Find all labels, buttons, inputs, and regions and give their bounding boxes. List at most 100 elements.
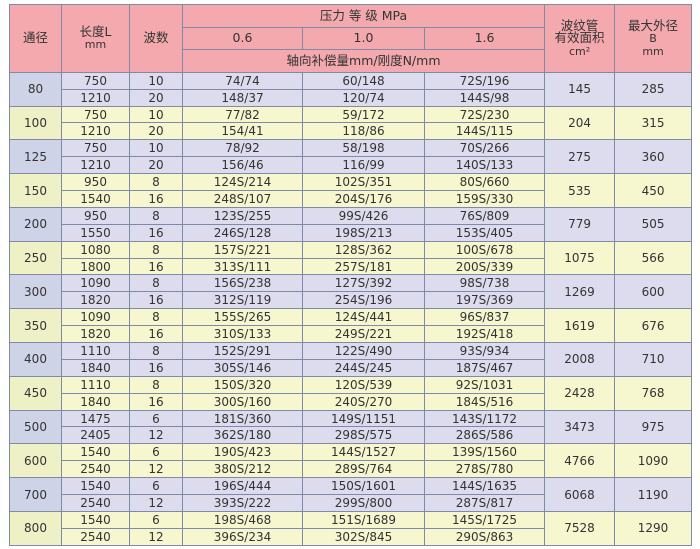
p16-cell: 287S/817 — [423, 494, 546, 512]
p10-cell: 144S/1527 — [302, 443, 425, 462]
p10-cell: 240S/270 — [302, 392, 425, 411]
length-cell: 2405 — [61, 426, 130, 445]
p06-cell: 152S/291 — [182, 342, 303, 360]
table-row: 100 750 10 77/82 59/172 72S/230 204 315 — [9, 105, 693, 141]
dn-cell: 300 — [9, 274, 62, 310]
table-row: 1210 20 156/46 116/99 140S/133 — [10, 156, 692, 175]
length-cell: 1840 — [61, 358, 130, 377]
area-cell: 2428 — [544, 375, 616, 411]
table-row: 1210 20 148/37 120/74 144S/98 — [10, 88, 692, 107]
table-row: 2540 12 396S/234 302S/845 290S/863 — [10, 527, 692, 546]
p10-cell: 150S/1601 — [302, 477, 425, 496]
waves-cell: 10 — [129, 71, 183, 90]
p06-cell: 246S/128 — [182, 223, 303, 242]
dn-cell: 600 — [9, 443, 62, 479]
col-od-unit: mm — [642, 44, 664, 58]
p16-cell: 200S/339 — [423, 257, 546, 276]
p16-cell: 197S/369 — [423, 291, 546, 310]
p06-cell: 393S/222 — [182, 494, 303, 512]
p16-cell: 145S/1725 — [423, 510, 546, 529]
table-row: 1210 20 154/41 118/86 144S/115 — [10, 122, 692, 141]
waves-cell: 12 — [129, 460, 183, 479]
table-row: 2540 12 393S/222 299S/800 287S/817 — [10, 494, 692, 512]
od-cell: 676 — [614, 308, 693, 344]
p10-cell: 289S/764 — [302, 460, 425, 479]
p06-cell: 198S/468 — [182, 510, 303, 529]
p06-cell: 305S/146 — [182, 358, 303, 377]
dn-cell: 125 — [9, 139, 62, 175]
p06-cell: 148/37 — [182, 88, 303, 107]
p10-cell: 198S/213 — [302, 223, 425, 242]
table-row: 350 1090 8 155S/265 124S/441 96S/837 1619 676 — [9, 308, 693, 344]
p16-cell: 144S/1635 — [423, 477, 546, 496]
p06-cell: 313S/111 — [182, 257, 303, 276]
col-compensation: 轴向补偿量mm/刚度N/mm — [181, 49, 546, 73]
area-cell: 275 — [544, 139, 616, 175]
col-pressure-0-6: 0.6 — [182, 26, 303, 51]
table-row: 1840 16 305S/146 244S/245 187S/467 — [10, 358, 692, 377]
length-cell: 1540 — [61, 443, 130, 462]
area-cell: 6068 — [544, 477, 616, 512]
table-row: 700 1540 6 196S/444 150S/1601 144S/1635 6068 11… — [9, 477, 693, 512]
col-pressure-1-0: 1.0 — [302, 26, 425, 51]
dn-cell: 400 — [9, 342, 62, 377]
table-row: 2540 12 380S/212 289S/764 278S/780 — [10, 460, 692, 479]
waves-cell: 10 — [129, 139, 183, 158]
p16-cell: 72S/230 — [423, 105, 546, 124]
p06-cell: 154/41 — [182, 122, 303, 141]
table-row: 250 1080 8 157S/221 128S/362 100S/678 1075 566 — [9, 240, 693, 276]
waves-cell: 8 — [129, 308, 183, 327]
waves-cell: 6 — [129, 409, 183, 428]
table-row: 1840 16 300S/160 240S/270 184S/516 — [10, 392, 692, 411]
waves-cell: 16 — [129, 358, 183, 377]
col-pressure: 压力 等 级 MPa — [181, 4, 546, 28]
p10-cell: 120/74 — [302, 88, 425, 107]
waves-cell: 6 — [129, 510, 183, 529]
waves-cell: 10 — [129, 105, 183, 124]
length-cell: 2540 — [61, 527, 130, 546]
p06-cell: 380S/212 — [182, 460, 303, 479]
dn-cell: 800 — [9, 510, 62, 546]
p10-cell: 128S/362 — [302, 240, 425, 259]
col-length-unit: mm — [84, 38, 107, 52]
table-row: 200 950 8 123S/255 99S/426 76S/809 779 505 — [9, 206, 693, 242]
dn-cell: 150 — [9, 173, 62, 208]
p16-cell: 286S/586 — [423, 426, 546, 445]
dn-cell: 450 — [9, 375, 62, 411]
length-cell: 750 — [61, 71, 130, 90]
table-row: 80 750 10 74/74 60/148 72S/196 145 285 — [9, 71, 693, 107]
p10-cell: 244S/245 — [302, 358, 425, 377]
p06-cell: 312S/119 — [182, 291, 303, 310]
waves-cell: 8 — [129, 342, 183, 360]
table-row: 800 1540 6 198S/468 151S/1689 145S/1725 7528 12… — [9, 510, 693, 546]
dn-cell: 200 — [9, 206, 62, 242]
p16-cell: 144S/98 — [423, 88, 546, 107]
p06-cell: 248S/107 — [182, 190, 303, 208]
p06-cell: 300S/160 — [182, 392, 303, 411]
p16-cell: 144S/115 — [423, 122, 546, 141]
waves-cell: 20 — [129, 156, 183, 175]
length-cell: 1540 — [61, 477, 130, 496]
table-row: 1800 16 313S/111 257S/181 200S/339 — [10, 257, 692, 276]
area-cell: 2008 — [544, 342, 616, 377]
p16-cell: 92S/1031 — [423, 375, 546, 394]
table-row: 600 1540 6 190S/423 144S/1527 139S/1560 4766 10… — [9, 443, 693, 479]
dn-cell: 700 — [9, 477, 62, 512]
p10-cell: 149S/1151 — [302, 409, 425, 428]
area-cell: 1269 — [544, 274, 616, 310]
od-cell: 975 — [614, 409, 693, 445]
p16-cell: 76S/809 — [423, 206, 546, 225]
col-area: 波纹管 有效面积 cm² — [544, 4, 616, 73]
col-waves: 波数 — [129, 4, 183, 73]
p16-cell: 139S/1560 — [423, 443, 546, 462]
waves-cell: 8 — [129, 173, 183, 192]
length-cell: 1090 — [61, 274, 130, 293]
od-cell: 710 — [614, 342, 693, 377]
p16-cell: 143S/1172 — [423, 409, 546, 428]
col-area-l1: 波纹管 — [560, 17, 599, 33]
length-cell: 1210 — [61, 88, 130, 107]
od-cell: 450 — [614, 173, 693, 208]
p10-cell: 302S/845 — [302, 527, 425, 546]
